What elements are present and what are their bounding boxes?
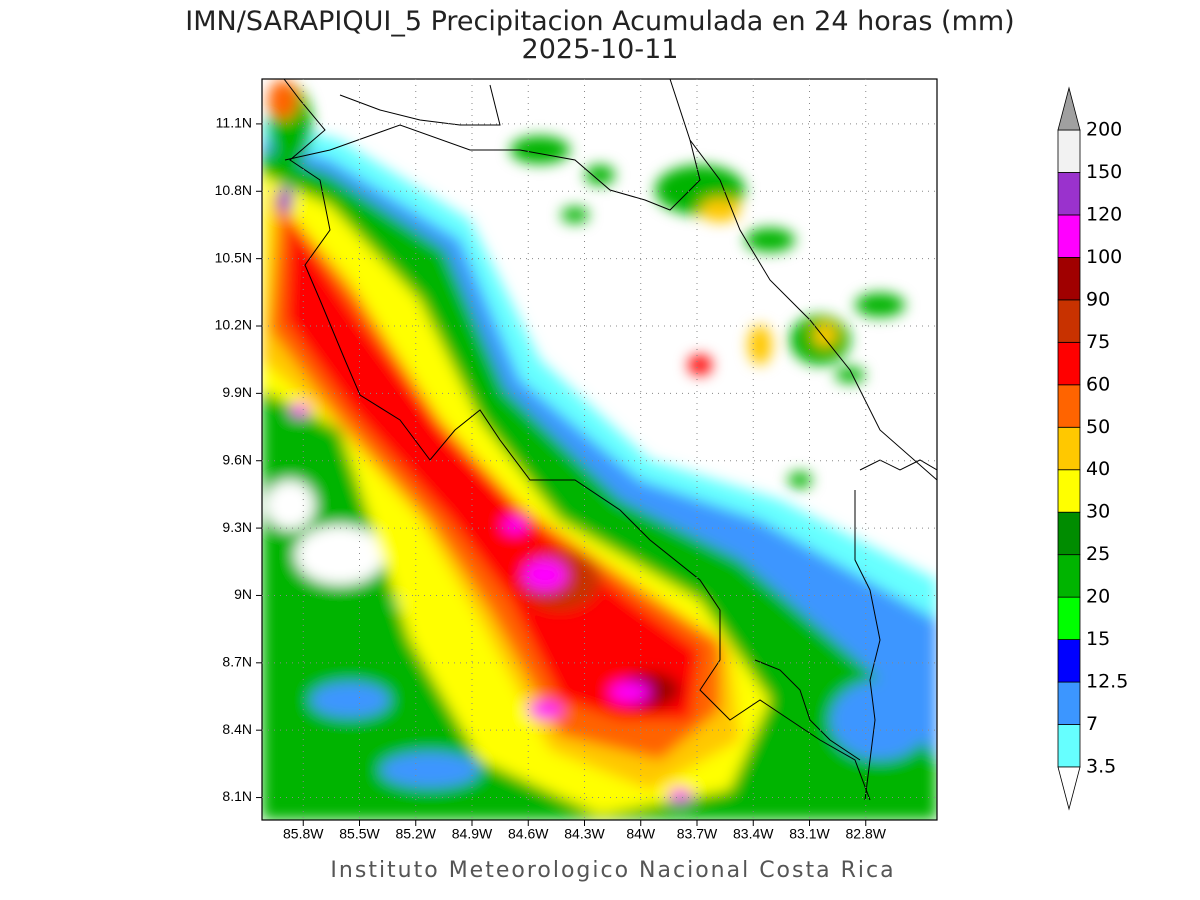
colorbar-label: 120 — [1086, 203, 1122, 225]
y-tick-label: 9.3N — [222, 519, 252, 535]
y-tick-label: 8.4N — [222, 721, 252, 737]
colorbar-label: 150 — [1086, 161, 1122, 183]
x-tick-label: 84.6W — [508, 826, 549, 842]
colorbar-box — [1057, 256, 1081, 301]
colorbar-box — [1057, 172, 1081, 216]
colorbar-box — [1057, 554, 1081, 598]
y-tick-label: 10.5N — [215, 249, 252, 265]
x-tick-label: 83.7W — [677, 826, 718, 842]
colorbar-box — [1057, 724, 1081, 768]
colorbar-over — [1057, 86, 1081, 131]
colorbar-label: 40 — [1086, 458, 1110, 480]
map-date: 2025-10-11 — [522, 34, 679, 65]
precipitation-field — [262, 79, 937, 820]
x-tick-label: 84.3W — [564, 826, 605, 842]
colorbar-label: 50 — [1086, 416, 1110, 438]
colorbar-box — [1057, 596, 1081, 641]
colorbar-box — [1057, 426, 1081, 471]
map-title: IMN/SARAPIQUI_5 Precipitacion Acumulada … — [185, 6, 1014, 37]
colorbar-label: 3.5 — [1086, 756, 1116, 778]
x-tick-label: 84W — [626, 826, 656, 842]
colorbar-box — [1057, 129, 1081, 173]
plot-frame — [261, 78, 938, 821]
y-tick-label: 9.9N — [222, 384, 252, 400]
colorbar-label: 15 — [1086, 628, 1110, 650]
colorbar-label: 25 — [1086, 543, 1110, 565]
y-tick-label: 11.1N — [216, 115, 252, 131]
colorbar-label: 30 — [1086, 501, 1110, 523]
footer: Instituto Meteorologico Nacional Costa R… — [330, 858, 895, 883]
x-tick-label: 85.8W — [283, 826, 324, 842]
y-tick-label: 8.1N — [222, 788, 252, 804]
colorbar-label: 20 — [1086, 586, 1110, 608]
x-tick-label: 83.1W — [789, 826, 830, 842]
colorbar-box — [1057, 639, 1081, 683]
colorbar-box — [1057, 384, 1081, 428]
colorbar-label: 75 — [1086, 331, 1110, 353]
colorbar-label: 7 — [1086, 713, 1098, 735]
colorbar-box — [1057, 214, 1081, 258]
colorbar-box — [1057, 511, 1081, 556]
x-tick-label: 84.9W — [452, 826, 493, 842]
x-tick-label: 82.8W — [846, 826, 887, 842]
colorbar-label: 90 — [1086, 288, 1110, 310]
colorbar-box — [1057, 341, 1081, 386]
colorbar-label: 100 — [1086, 246, 1122, 268]
x-tick-label: 83.4W — [733, 826, 774, 842]
colorbar-label: 60 — [1086, 373, 1110, 395]
y-tick-label: 9.6N — [222, 451, 252, 467]
colorbar-under — [1057, 766, 1081, 811]
colorbar-label: 12.5 — [1086, 671, 1128, 693]
colorbar-box — [1057, 681, 1081, 725]
x-tick-label: 85.5W — [339, 826, 380, 842]
y-tick-label: 10.8N — [215, 182, 252, 198]
y-tick-label: 8.7N — [222, 654, 252, 670]
colorbar-box — [1057, 299, 1081, 343]
y-tick-label: 10.2N — [215, 317, 252, 333]
colorbar-box — [1057, 469, 1081, 513]
colorbar-label: 200 — [1086, 119, 1122, 141]
x-tick-label: 85.2W — [396, 826, 437, 842]
y-tick-label: 9N — [234, 586, 252, 602]
